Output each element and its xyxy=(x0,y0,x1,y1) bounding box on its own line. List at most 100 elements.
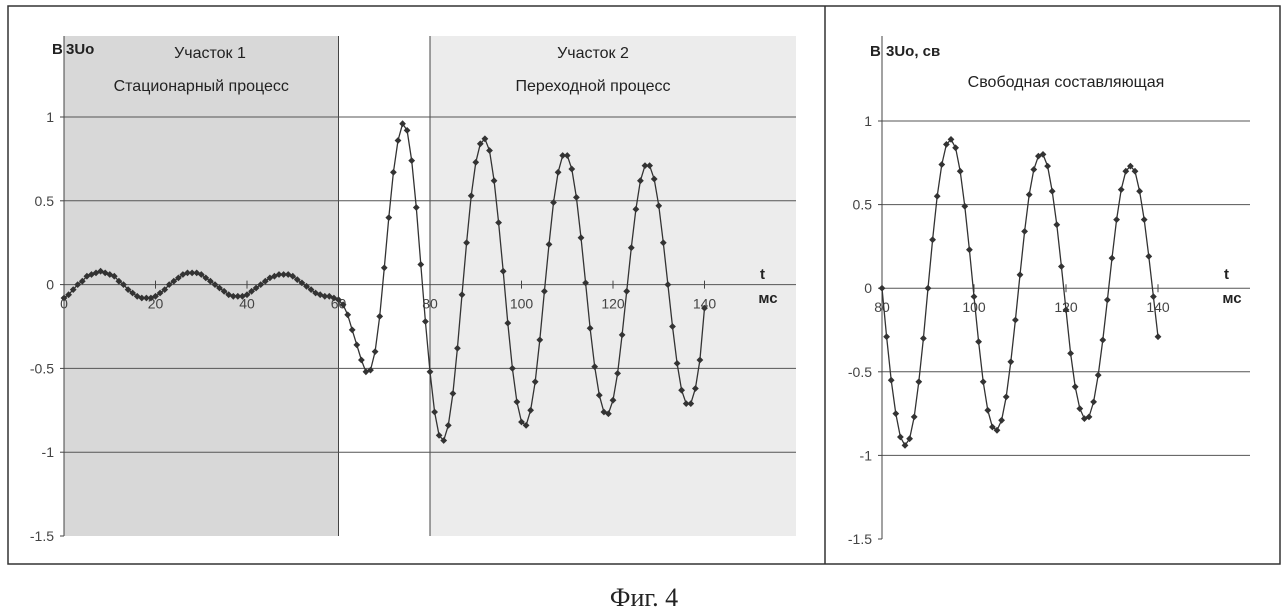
data-point xyxy=(618,331,626,339)
data-point xyxy=(435,432,443,439)
y-tick-label: -0.5 xyxy=(848,364,872,380)
y-tick-label: 1 xyxy=(46,109,54,125)
data-point xyxy=(179,271,187,278)
data-point xyxy=(257,281,265,288)
data-point xyxy=(591,363,599,371)
data-point xyxy=(614,370,621,377)
data-point xyxy=(1053,221,1061,229)
data-point xyxy=(573,194,580,201)
data-point xyxy=(509,365,516,372)
data-point xyxy=(952,144,959,152)
data-point xyxy=(486,147,493,154)
data-point xyxy=(1021,228,1028,235)
data-point xyxy=(307,286,315,293)
data-point xyxy=(1030,166,1038,173)
outer-frame xyxy=(7,5,1281,565)
x-tick-label: 40 xyxy=(239,296,255,312)
data-point xyxy=(518,418,525,426)
data-point xyxy=(966,246,973,254)
data-point xyxy=(1062,306,1070,314)
x-axis-label: t xyxy=(1224,266,1229,283)
y-tick-label: 0 xyxy=(864,280,872,296)
data-point xyxy=(582,279,589,287)
data-point xyxy=(458,291,466,299)
data-point xyxy=(1048,187,1056,195)
x-unit-label: мс xyxy=(758,290,777,307)
data-point xyxy=(261,277,269,285)
data-point xyxy=(120,281,127,288)
x-tick-label: 120 xyxy=(601,296,625,312)
data-point xyxy=(961,202,969,210)
data-point xyxy=(531,378,539,386)
data-point xyxy=(646,162,653,169)
data-point xyxy=(641,162,649,169)
data-point xyxy=(280,271,287,278)
data-point xyxy=(83,272,91,280)
region-2-subtitle: Переходной процесс xyxy=(515,78,670,95)
data-point xyxy=(243,291,251,299)
data-point xyxy=(143,294,150,302)
data-point xyxy=(993,426,1001,434)
data-point xyxy=(371,348,379,355)
data-point xyxy=(202,274,210,282)
data-point xyxy=(380,264,388,272)
data-point xyxy=(1150,293,1157,300)
data-point xyxy=(412,204,420,211)
data-point xyxy=(550,199,557,206)
data-point xyxy=(60,294,68,302)
data-point xyxy=(989,423,996,431)
data-point xyxy=(321,292,329,300)
data-point xyxy=(632,205,640,213)
data-point xyxy=(1090,398,1097,406)
data-point xyxy=(536,336,544,344)
data-point xyxy=(417,261,425,268)
data-point xyxy=(115,277,123,285)
data-point xyxy=(1007,358,1015,366)
y-tick-label: -0.5 xyxy=(30,360,54,376)
data-point xyxy=(1127,162,1134,170)
series-label: 3Uo xyxy=(66,41,94,58)
data-point xyxy=(476,140,484,148)
data-point xyxy=(78,277,86,285)
data-point xyxy=(1012,316,1019,324)
data-point xyxy=(197,271,205,278)
x-axis-label: t xyxy=(760,266,765,283)
data-point xyxy=(188,269,196,277)
data-point xyxy=(970,293,978,300)
data-point xyxy=(1145,253,1153,260)
data-point xyxy=(449,390,457,397)
data-point xyxy=(1025,191,1033,198)
data-point xyxy=(399,120,406,128)
data-point xyxy=(1035,152,1042,160)
data-point xyxy=(669,323,676,330)
x-tick-label: 80 xyxy=(874,299,890,315)
x-tick-label: 80 xyxy=(422,296,438,312)
data-point xyxy=(1016,271,1024,279)
data-point xyxy=(541,287,548,295)
data-point xyxy=(129,289,136,297)
data-point xyxy=(348,326,356,334)
x-tick-label: 140 xyxy=(1146,299,1170,315)
data-point xyxy=(303,282,310,290)
data-point xyxy=(1117,186,1125,193)
region-1-subtitle: Стационарный процесс xyxy=(114,78,289,95)
data-point xyxy=(339,301,347,309)
data-point xyxy=(527,406,534,414)
data-point xyxy=(444,422,452,429)
data-point xyxy=(1122,167,1130,175)
data-point xyxy=(422,318,429,325)
data-point xyxy=(207,277,214,285)
data-point xyxy=(152,292,159,300)
data-point xyxy=(623,287,631,295)
data-point xyxy=(938,161,946,168)
data-point xyxy=(467,192,475,200)
y-tick-label: 1 xyxy=(864,113,872,129)
data-point xyxy=(883,333,890,341)
data-point xyxy=(175,274,182,282)
data-point xyxy=(637,177,644,185)
data-point xyxy=(138,294,146,302)
data-point xyxy=(248,287,255,295)
x-tick-label: 100 xyxy=(510,296,534,312)
data-point xyxy=(915,378,923,386)
data-point xyxy=(1058,263,1065,270)
